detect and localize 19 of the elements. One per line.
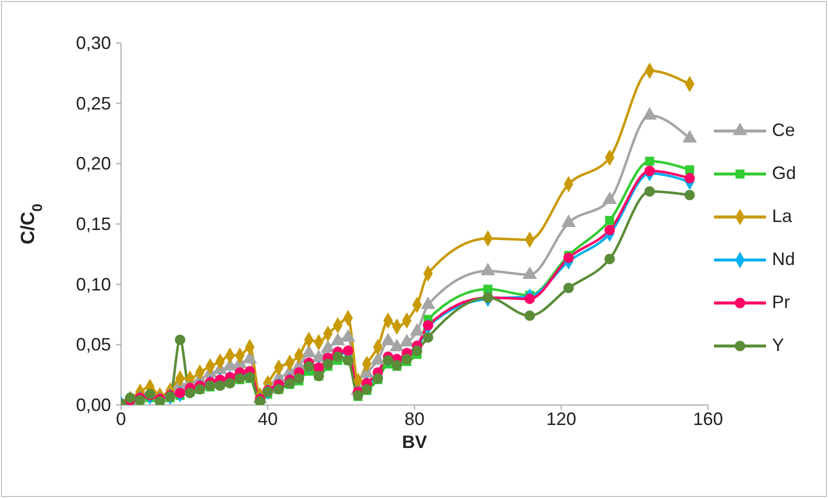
x-tick-label: 40 [258, 408, 278, 429]
x-tick-label: 80 [404, 408, 425, 429]
x-axis-title: BV [402, 432, 428, 452]
y-tick-label: 0,00 [76, 395, 111, 415]
x-tick-label: 160 [692, 408, 724, 429]
y-tick-label: 0,20 [76, 154, 111, 174]
legend-label: Y [772, 335, 784, 356]
x-tick-label: 0 [116, 408, 126, 429]
legend-label: Nd [772, 249, 796, 270]
x-tick-label: 120 [546, 408, 576, 429]
y-tick-label: 0,15 [76, 214, 111, 234]
y-tick-label: 0,25 [76, 93, 111, 114]
y-tick-label: 0,10 [76, 274, 111, 294]
legend-label: Pr [772, 292, 790, 313]
legend-label: Gd [772, 163, 796, 184]
legend-label: Ce [772, 120, 796, 141]
legend-label: La [772, 206, 792, 227]
y-tick-label: 0,05 [76, 334, 111, 355]
y-tick-label: 0,30 [76, 33, 111, 53]
